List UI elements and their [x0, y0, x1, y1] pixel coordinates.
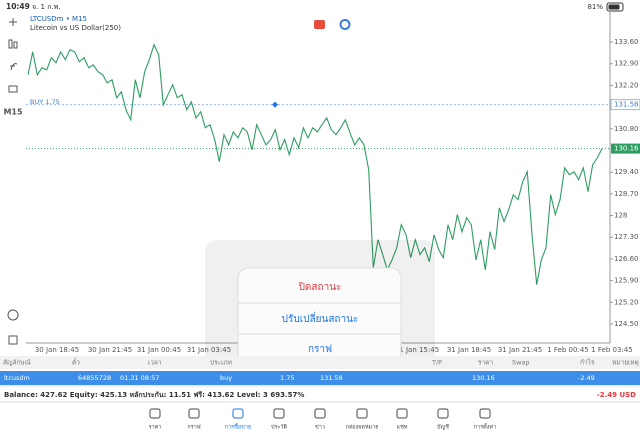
bid-price-label: 130.16 [614, 145, 639, 153]
battery-level [608, 4, 620, 10]
table-header-cells: สัญลักษณ์ ตั๋ว เวลา ประเภท T/P ราคา Swap กำไร หม… [3, 357, 639, 366]
table-row-cells: ltcusdm 64855728 01.31 08:57 buy 1.75 131.58 1… [4, 374, 595, 382]
popup-chart[interactable]: กราฟ [308, 344, 332, 355]
x-tick-label: 31 Jan 00:45 [137, 346, 181, 354]
nav-icon[interactable] [396, 408, 408, 419]
nav-label[interactable]: ข่าว [315, 425, 325, 431]
status-time: 10:49 [6, 2, 30, 11]
table-cell: 130.16 [472, 374, 495, 382]
popup-modify-position[interactable]: ปรับเปลี่ยนสถานะ [282, 311, 359, 325]
left-toolbar [7, 18, 19, 345]
x-tick-label: 1 Feb 03:45 [591, 346, 632, 354]
table-cell: buy [220, 374, 232, 382]
crosshair-tool[interactable] [9, 18, 17, 26]
nav-label[interactable]: ราคา [149, 425, 162, 431]
column-header: ประเภท [210, 359, 232, 367]
trade-icon[interactable] [339, 19, 351, 30]
y-tick-label: 125.20 [614, 298, 639, 306]
chart-type-tool[interactable] [8, 39, 13, 49]
x-tick-label: 30 Jan 21:45 [88, 346, 132, 354]
nav-label[interactable]: การตั้งค่า [474, 423, 496, 431]
battery-text: 81% [587, 3, 603, 11]
nav-icon[interactable] [273, 408, 285, 419]
y-tick-label: 129.40 [614, 168, 639, 176]
buy-price-label: 131.58 [614, 101, 639, 109]
table-header [0, 356, 640, 369]
column-header: หมายเหตุ [612, 359, 639, 367]
x-tick-label: 31 Jan 03:45 [187, 346, 231, 354]
nav-label[interactable]: บัญชี [437, 424, 449, 431]
table-cell: -2.49 [578, 374, 595, 382]
x-tick-label: 31 Jan 18:45 [447, 346, 491, 354]
add-tool[interactable] [8, 335, 18, 345]
nav-label[interactable]: ประวัติ [271, 424, 287, 431]
y-tick-label: 133.60 [614, 38, 639, 46]
bottom-nav: ราคา กราฟ การซื้อขาย ประวัติ ข่าว กล่องจดหมาย… [149, 408, 496, 431]
nav-icon[interactable] [149, 408, 161, 419]
bid-price-tag [611, 143, 640, 154]
table-cell: 131.58 [320, 374, 343, 382]
chart-type-tool-2[interactable] [13, 41, 18, 49]
nav-label[interactable]: กล่องจดหมาย [345, 425, 378, 431]
nav-icon[interactable] [356, 408, 368, 419]
nav-icon[interactable] [314, 408, 326, 419]
nav-icon[interactable] [188, 408, 200, 419]
one-click-icon[interactable] [314, 20, 325, 29]
column-header: T/P [431, 359, 442, 367]
column-header: สัญลักษณ์ [3, 359, 31, 367]
nav-icon[interactable] [232, 408, 244, 419]
nav-icon[interactable] [479, 408, 491, 419]
table-cell: 64855728 [78, 374, 111, 382]
y-tick-label: 124.50 [614, 320, 639, 328]
column-header: Swap [512, 359, 530, 367]
buy-label: BUY 1.75 [30, 98, 60, 106]
x-tick-label: 1 Feb 00:45 [547, 346, 588, 354]
nav-label[interactable]: แชท [397, 424, 408, 431]
column-header: ตั๋ว [72, 357, 80, 366]
price-line [27, 43, 603, 285]
nav-icon[interactable] [437, 408, 449, 419]
balance-profit: -2.49 USD [597, 391, 636, 399]
table-row[interactable] [0, 371, 640, 385]
x-tick-label: 31 Jan 21:45 [498, 346, 542, 354]
timeframe-button[interactable]: M15 [3, 108, 23, 117]
status-date: จ. 1 ก.พ. [32, 3, 61, 11]
objects-tool[interactable] [8, 85, 18, 93]
y-tick-label: 132.20 [614, 81, 639, 89]
battery-icon [606, 2, 624, 12]
table-cell: ltcusdm [4, 374, 30, 382]
y-tick-label: 130.80 [614, 125, 639, 133]
x-tick-label: 31 Jan 15:45 [395, 346, 439, 354]
chart-description: Litecoin vs US Dollar(250) [30, 24, 121, 32]
y-tick-label: 125.90 [614, 277, 639, 285]
column-header: ราคา [478, 359, 493, 367]
column-header: เวลา [148, 359, 162, 367]
balance-summary: Balance: 427.62 Equity: 425.13 หลักประกั… [4, 391, 304, 399]
nav-label[interactable]: กราฟ [187, 424, 200, 431]
x-tick-label: 30 Jan 18:45 [35, 346, 79, 354]
nav-label[interactable]: การซื้อขาย [225, 423, 251, 431]
buy-marker [272, 101, 278, 108]
y-tick-label: 126.60 [614, 255, 639, 263]
y-tick-label: 127.30 [614, 233, 639, 241]
table-cell: 1.75 [280, 374, 294, 382]
popup-close-position[interactable]: ปิดสถานะ [298, 282, 341, 293]
column-header: กำไร [580, 359, 595, 367]
buy-price-tag [610, 99, 640, 111]
chart-symbol[interactable]: LTCUSDm • M15 [30, 15, 87, 23]
indicator-tool[interactable] [10, 63, 18, 71]
y-tick-label: 128 [614, 212, 627, 220]
chart-layer: 133.60 132.90 132.20 130.80 129.40 128.70 128 1… [26, 38, 640, 354]
zoom-tool[interactable] [7, 309, 19, 321]
table-cell: 01.31 08:57 [120, 374, 159, 382]
y-tick-label: 128.70 [614, 190, 639, 198]
y-tick-label: 132.90 [614, 60, 639, 68]
